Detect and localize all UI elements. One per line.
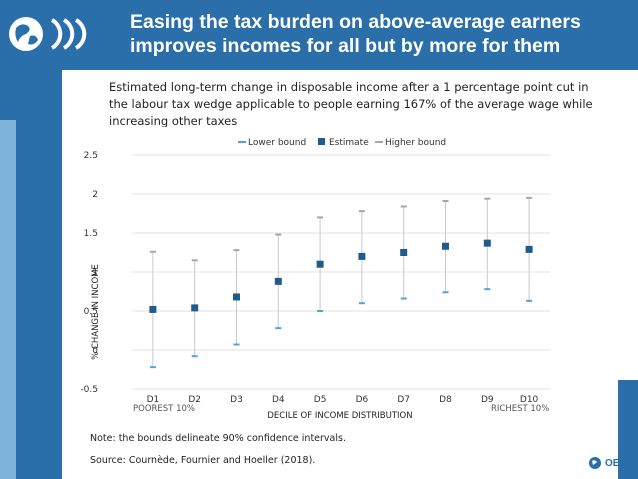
annotation-poorest: POOREST 10%: [133, 404, 195, 414]
estimate-point: [149, 305, 157, 313]
x-tick-label: D10: [520, 395, 539, 405]
source-note: Source: Cournède, Fournier and Hoeller (…: [90, 455, 316, 466]
y-tick-label: 1.5: [84, 229, 98, 239]
chart: Lower bound Estimate Higher bound -0.5 0 0…: [80, 138, 550, 421]
legend-label-higher-bound: Higher bound: [385, 138, 446, 148]
x-tick-label: D5: [314, 395, 327, 405]
estimate-point: [442, 242, 449, 250]
page-title: Easing the tax burden on above-average e…: [130, 11, 581, 57]
oecd-logo-icon: [9, 17, 87, 51]
x-tick-label: D2: [188, 395, 201, 405]
chart-legend: Lower bound Estimate Higher bound: [238, 138, 446, 148]
y-tick-label: 2: [92, 190, 98, 200]
y-tick-label: 0: [92, 346, 98, 356]
estimate-point: [274, 277, 282, 285]
x-tick-label: D4: [272, 395, 285, 405]
estimate-point: [400, 249, 408, 256]
oecd-globe-icon: [589, 457, 601, 469]
y-axis-title: % CHANGE IN INCOME: [91, 264, 101, 360]
estimate-point: [233, 293, 240, 301]
estimate-point: [191, 304, 199, 312]
left-decorative-stripe: [0, 120, 16, 479]
x-axis-title: DECILE OF INCOME DISTRIBUTION: [267, 411, 412, 421]
x-tick-label: D1: [147, 395, 160, 405]
y-tick-label: 0.5: [84, 307, 98, 317]
legend-swatch-estimate: [318, 138, 325, 145]
y-tick-label: 2.5: [84, 151, 98, 161]
oecd-footer-logo: OECD: [588, 456, 634, 470]
legend-label-estimate: Estimate: [329, 138, 369, 148]
footnote: Note: the bounds delineate 90% confidenc…: [90, 433, 346, 444]
legend-label-lower-bound: Lower bound: [248, 138, 306, 148]
estimate-point: [316, 260, 324, 268]
chart-subtitle: Estimated long-term change in disposable…: [109, 80, 593, 127]
annotation-richest: RICHEST 10%: [491, 404, 549, 414]
x-tick-label: D3: [230, 395, 243, 405]
x-tick-label: D6: [356, 395, 369, 405]
x-tick-label: D9: [481, 395, 494, 405]
oecd-wordmark: OECD: [605, 457, 634, 469]
estimate-point: [483, 239, 491, 247]
x-tick-label: D7: [397, 395, 410, 405]
y-tick-label: -0.5: [80, 385, 98, 395]
x-tick-label: D8: [439, 395, 452, 405]
header-bar: Easing the tax burden on above-average e…: [0, 0, 638, 70]
y-tick-label: 1: [92, 268, 98, 278]
right-decorative-band: [618, 380, 638, 479]
estimate-point: [358, 252, 366, 260]
estimate-point: [525, 245, 533, 253]
